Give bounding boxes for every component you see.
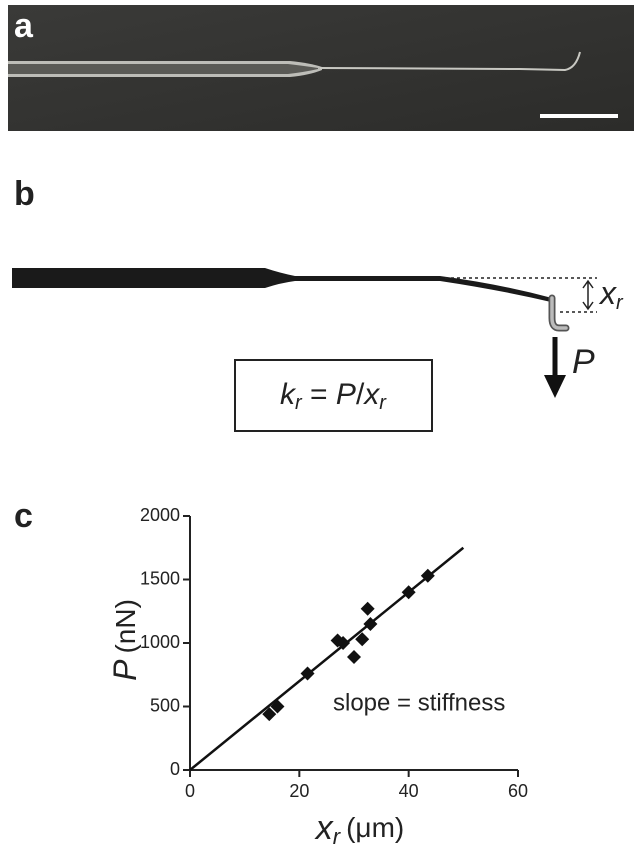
- equation: kr = P/xr: [280, 378, 387, 414]
- panel-label: c: [14, 497, 33, 535]
- data-point: [401, 585, 416, 600]
- eq-part: k: [280, 378, 297, 411]
- deflection-label: xr: [598, 275, 624, 314]
- eq-part: P: [336, 378, 356, 411]
- panel-label: a: [14, 7, 34, 45]
- x-tick-label: 0: [185, 781, 195, 801]
- y-tick-label: 2000: [140, 505, 180, 525]
- eq-part: x: [362, 378, 380, 411]
- subscript: r: [333, 824, 342, 849]
- data-point: [347, 649, 361, 664]
- hook: [550, 296, 568, 330]
- data-point: [300, 666, 315, 681]
- eq-part: r: [295, 392, 303, 414]
- x-tick-label: 60: [508, 781, 528, 801]
- eq-part: /: [356, 378, 365, 411]
- panel-label: b: [14, 175, 35, 213]
- data-point: [270, 699, 285, 714]
- y-tick-label: 0: [170, 759, 180, 779]
- deflection-arrow: [582, 279, 594, 311]
- eq-part: r: [379, 392, 387, 414]
- symbol: x: [598, 275, 617, 311]
- unit: (μm): [346, 812, 404, 843]
- subscript: r: [616, 292, 624, 314]
- x-tick-label: 40: [399, 781, 419, 801]
- y-tick-label: 1500: [140, 568, 180, 588]
- x-tick-label: 20: [289, 781, 309, 801]
- needle-tip: [319, 51, 581, 72]
- y-tick-label: 1000: [140, 632, 180, 652]
- x-axis-label: xr (μm): [314, 809, 404, 849]
- symbol: x: [314, 809, 334, 847]
- symbol: P: [107, 659, 143, 681]
- cantilever: [12, 268, 552, 302]
- data-point: [420, 568, 435, 583]
- data-point: [355, 632, 370, 647]
- plot: 0 500 1000 1500 2000 0 20 40 60 slope = stiffness…: [107, 505, 528, 849]
- annotation: slope = stiffness: [333, 689, 505, 716]
- force-arrowhead: [544, 375, 566, 398]
- y-axis-label: P (nN): [107, 599, 143, 681]
- unit: (nN): [110, 599, 141, 653]
- needle-core: [8, 64, 318, 74]
- data-point: [363, 616, 378, 631]
- fit-line: [189, 546, 465, 771]
- equation-box: [234, 359, 433, 432]
- data-point: [336, 636, 351, 650]
- y-tick-label: 500: [150, 695, 180, 715]
- eq-part: =: [302, 378, 336, 411]
- data-point: [262, 707, 277, 722]
- force-label: P: [572, 343, 595, 381]
- data-point: [360, 601, 375, 616]
